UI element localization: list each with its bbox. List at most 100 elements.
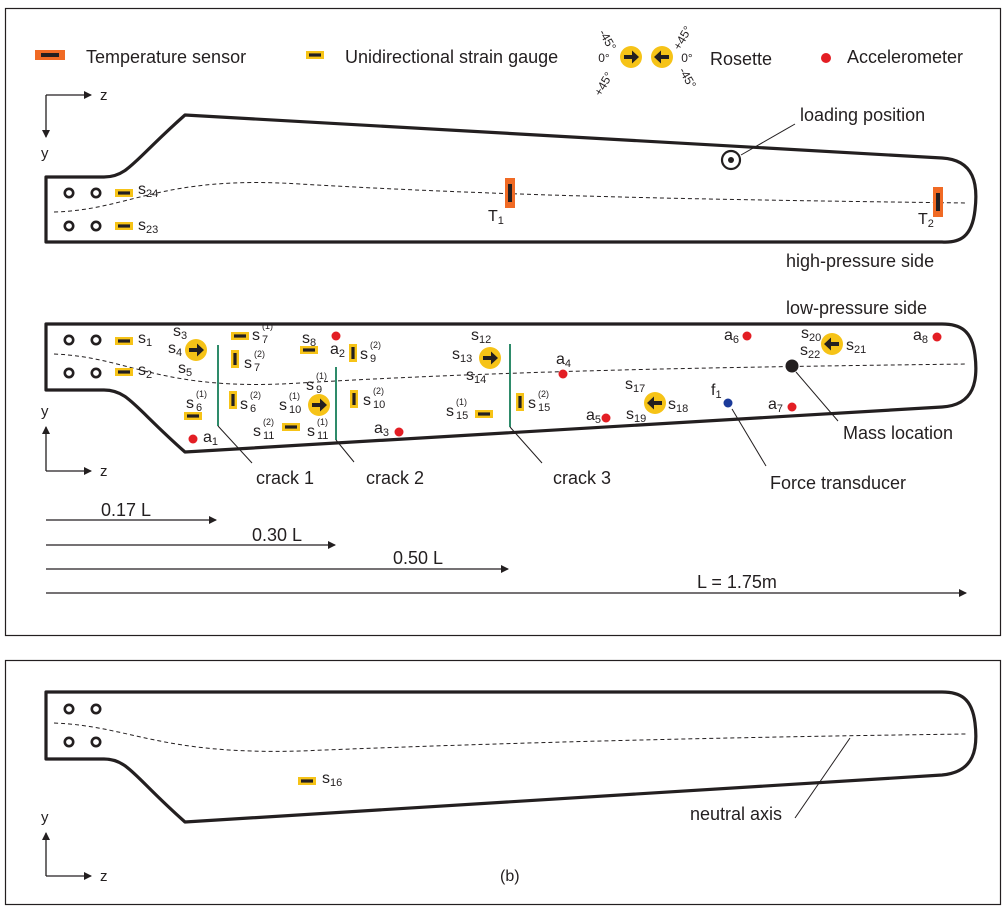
label-s24: s24 xyxy=(138,181,158,200)
axes-bottom: y z xyxy=(41,809,108,885)
strain-gauge-icon xyxy=(115,337,133,345)
legend-rosette-right-icon xyxy=(620,46,642,68)
mass-location-marker xyxy=(785,359,799,373)
accelerometer-a7 xyxy=(787,402,797,412)
dimension-arrows: 0.17 L 0.30 L 0.50 L L = 1.75m xyxy=(46,500,967,597)
leader-line xyxy=(794,737,851,819)
strain-gauge-icon xyxy=(475,410,493,418)
leader-line xyxy=(217,425,253,464)
temperature-sensor-icon xyxy=(933,187,943,217)
strain-gauge-icon xyxy=(298,777,316,785)
dim-label-0: 0.17 L xyxy=(101,500,151,520)
legend-temperature-label: Temperature sensor xyxy=(86,47,246,67)
label-s16: s16 xyxy=(322,770,342,789)
dim-label-1: 0.30 L xyxy=(252,525,302,545)
label-s19: s19 xyxy=(626,406,646,425)
bolt-icon xyxy=(63,220,75,232)
force-transducer-f1 xyxy=(723,398,733,408)
panel-bottom: s16 neutral axis y z (b) xyxy=(41,690,978,885)
legend-rosette-left-icon xyxy=(651,46,673,68)
dim-label-2: 0.50 L xyxy=(393,548,443,568)
label-s1: s1 xyxy=(138,330,152,349)
label-a4: a4 xyxy=(556,351,571,370)
crack-3-label: crack 3 xyxy=(553,468,611,488)
label-s7-2: s 7(2) xyxy=(244,349,265,374)
force-transducer-label: Force transducer xyxy=(770,473,906,493)
crack-2-label: crack 2 xyxy=(366,468,424,488)
accelerometer-a4 xyxy=(558,369,568,379)
label-a1: a1 xyxy=(203,429,218,448)
loading-position-marker xyxy=(720,149,742,171)
axis-z-label: z xyxy=(100,463,108,480)
bolt-icon xyxy=(63,736,75,748)
label-s20: s20 xyxy=(801,325,821,344)
label-s17: s17 xyxy=(625,376,645,395)
legend-temperature-icon xyxy=(35,50,65,60)
label-a2: a2 xyxy=(330,341,345,360)
neutral-axis-bottom xyxy=(53,722,967,752)
legend-strain-label: Unidirectional strain gauge xyxy=(345,47,558,67)
panel-caption: (b) xyxy=(500,868,520,885)
legend-angle-lm: 0° xyxy=(598,51,610,65)
dim-label-3: L = 1.75m xyxy=(697,572,777,592)
label-a6: a6 xyxy=(724,327,739,346)
label-s4: s4 xyxy=(168,340,182,359)
blade-outline-top xyxy=(44,113,978,244)
strain-gauge-icon xyxy=(231,332,249,340)
label-s8: s8 xyxy=(302,330,316,349)
neutral-axis-label: neutral axis xyxy=(690,804,782,824)
legend-angle-lb: +45° xyxy=(591,69,616,98)
label-s10-2: s 10(2) xyxy=(363,386,385,411)
rosette-icon xyxy=(821,333,843,355)
rosette-icon xyxy=(644,392,666,414)
bolt-icon xyxy=(90,334,102,346)
rosette-icon xyxy=(308,394,330,416)
accelerometer-a3 xyxy=(394,427,404,437)
high-pressure-side-label: high-pressure side xyxy=(786,251,934,271)
rosette-icon xyxy=(479,347,501,369)
strain-gauge-icon xyxy=(229,391,237,409)
panel-mid: low-pressure side y z crack 1 crack 2 cr… xyxy=(41,298,978,597)
axis-z-label: z xyxy=(100,868,108,885)
label-T1: T1 xyxy=(488,208,504,227)
leader-line xyxy=(795,371,839,422)
leader-line xyxy=(731,408,767,467)
temperature-sensor-icon xyxy=(505,178,515,208)
blade-outline-bottom xyxy=(44,690,978,824)
strain-gauge-icon xyxy=(350,390,358,408)
axis-y-label: y xyxy=(41,403,49,420)
label-a5: a5 xyxy=(586,407,601,426)
label-s7-1: s 7(1) xyxy=(252,321,273,346)
accelerometer-a2 xyxy=(331,331,341,341)
label-s22: s22 xyxy=(800,342,820,361)
strain-gauge-icon xyxy=(231,350,239,368)
label-s21: s21 xyxy=(846,337,866,356)
strain-gauge-icon xyxy=(282,423,300,431)
low-pressure-side-label: low-pressure side xyxy=(786,298,927,318)
legend-strain-icon xyxy=(306,51,324,59)
label-s18: s18 xyxy=(668,396,688,415)
axis-y-label: y xyxy=(41,809,49,826)
legend-angle-rb: -45° xyxy=(676,65,699,91)
panel-top: z y s24 s23 T1 T2 loading position high-… xyxy=(41,87,978,271)
bolt-icon xyxy=(90,220,102,232)
axes-top: z y xyxy=(41,87,108,162)
bolt-icon xyxy=(63,334,75,346)
mass-location-label: Mass location xyxy=(843,423,953,443)
label-a7: a7 xyxy=(768,396,783,415)
accelerometer-a1 xyxy=(188,434,198,444)
leader-line xyxy=(740,123,796,156)
bolt-icon xyxy=(63,703,75,715)
accelerometer-a8 xyxy=(932,332,942,342)
bolt-icon xyxy=(90,703,102,715)
accelerometer-a6 xyxy=(742,331,752,341)
bolt-icon xyxy=(90,367,102,379)
label-s2: s2 xyxy=(138,362,152,381)
label-s12: s12 xyxy=(471,327,491,346)
bolt-icon xyxy=(90,187,102,199)
legend-accelerometer-icon xyxy=(821,53,831,63)
label-s5: s5 xyxy=(178,360,192,379)
legend-angle-rm: 0° xyxy=(681,51,693,65)
legend: Temperature sensor Unidirectional strain… xyxy=(35,23,963,98)
axis-z-label: z xyxy=(100,87,108,104)
